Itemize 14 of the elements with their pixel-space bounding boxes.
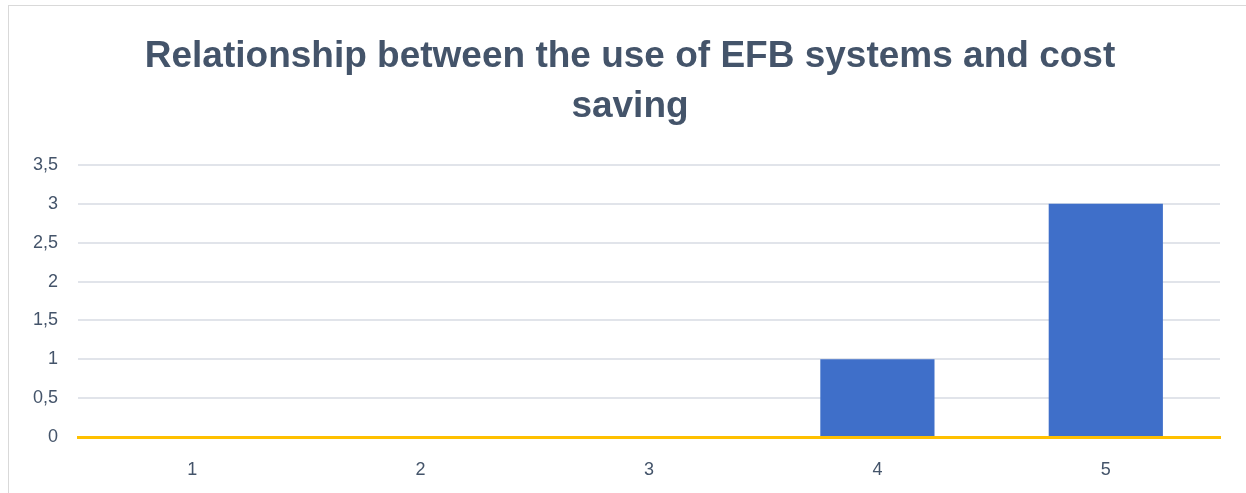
y-tick-label: 2 [48,270,59,291]
y-tick-label: 3 [48,192,59,213]
y-tick-label: 2,5 [32,231,59,252]
y-tick-label: 0,5 [32,387,59,408]
y-tick-label: 0 [48,425,59,446]
x-tick-label: 4 [872,458,883,479]
y-tick-label: 3,5 [32,153,59,174]
chart-title: Relationship between the use of EFB systems and cost saving [143,33,1117,127]
x-tick-label: 5 [1100,458,1111,479]
x-tick-label: 3 [644,458,655,479]
y-tick-label: 1 [48,348,59,369]
y-tick-label: 1,5 [32,309,59,330]
x-tick-label: 2 [415,458,426,479]
x-tick-label: 1 [187,458,198,479]
